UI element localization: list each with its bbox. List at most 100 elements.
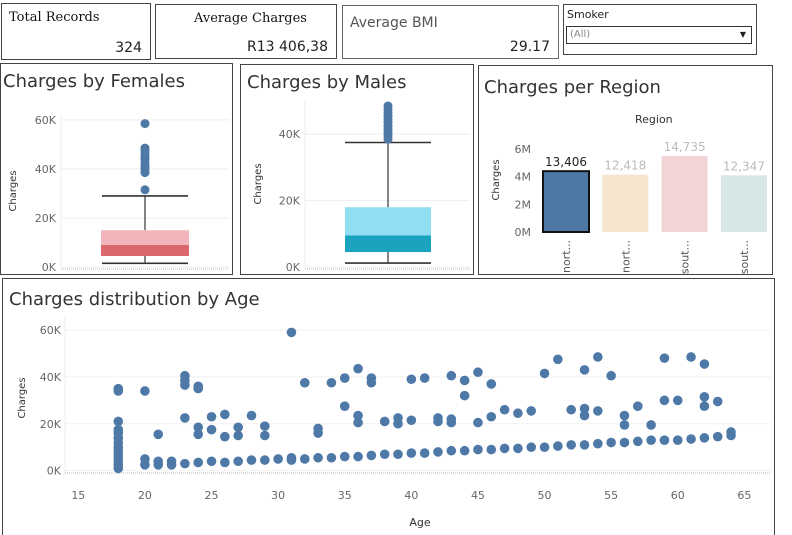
- scatter-point: [220, 409, 230, 420]
- x-tick-label: 50: [538, 489, 552, 502]
- y-tick-label: 0K: [42, 261, 57, 274]
- y-tick-label: 20K: [35, 212, 57, 225]
- scatter-point: [619, 410, 630, 421]
- scatter-point: [419, 373, 430, 383]
- scatter-point: [286, 327, 297, 338]
- scatter-point: [446, 414, 457, 424]
- scatter-point: [220, 431, 230, 442]
- scatter-point: [513, 443, 523, 454]
- y-tick-label: 4M: [515, 171, 532, 184]
- kpi-average-bmi-label: Average BMI: [350, 15, 438, 31]
- scatter-point: [593, 352, 603, 362]
- scatter-point: [180, 370, 190, 381]
- bar-data-label: 14,735: [664, 140, 706, 154]
- scatter-point: [446, 370, 457, 381]
- scatter-point: [553, 441, 563, 451]
- scatter-point: [606, 437, 616, 448]
- smoker-select-value: (All): [570, 29, 591, 40]
- scatter-point: [339, 451, 350, 462]
- outlier-point: [140, 143, 150, 153]
- scatter-point: [632, 401, 643, 412]
- scatter-point: [193, 429, 204, 440]
- kpi-total-records: Total Records 324: [1, 3, 151, 60]
- kpi-average-charges: Average Charges R13 406,38: [155, 4, 337, 59]
- scatter-point: [539, 442, 550, 453]
- outlier-point: [383, 101, 393, 111]
- x-tick-label: 65: [737, 489, 751, 502]
- females-box-plot[interactable]: 0K 20K 40K 60K Charges: [1, 64, 233, 275]
- scatter-point: [260, 455, 270, 465]
- scatter-point: [619, 420, 630, 430]
- x-tick-label: 30: [271, 489, 285, 502]
- males-chart-title: Charges by Males: [247, 72, 407, 93]
- scatter-point: [206, 424, 217, 435]
- males-box-plot[interactable]: 0K 20K 40K Charges: [241, 65, 474, 275]
- scatter-point: [459, 390, 470, 401]
- scatter-point: [459, 375, 470, 386]
- kpi-average-bmi-value: 29.17: [509, 39, 550, 55]
- scatter-point: [632, 436, 643, 447]
- y-tick-label: 6M: [515, 143, 532, 156]
- box-lower-quartile: [101, 244, 189, 256]
- y-tick-label: 40K: [279, 128, 301, 141]
- females-chart-title: Charges by Females: [3, 71, 185, 92]
- scatter-point: [593, 438, 603, 449]
- scatter-point: [339, 401, 350, 412]
- y-axis-label: Charges: [253, 163, 264, 204]
- scatter-point: [486, 444, 497, 455]
- scatter-point: [273, 454, 283, 464]
- scatter-point: [193, 422, 204, 433]
- x-tick-label: nort...: [619, 240, 632, 273]
- region-bar-chart[interactable]: 0M 2M 4M 6M Charges 13,406 nort... 12,418 nort..…: [479, 66, 773, 275]
- scatter-point: [433, 447, 443, 457]
- scatter-point: [220, 457, 230, 468]
- region-bar: [542, 170, 590, 233]
- scatter-point: [366, 450, 377, 461]
- smoker-select[interactable]: (All) ▼: [566, 26, 752, 44]
- scatter-point: [686, 434, 696, 444]
- scatter-point: [539, 368, 550, 379]
- bar-data-label: 12,347: [723, 159, 765, 173]
- scatter-point: [566, 440, 576, 450]
- scatter-point: [646, 420, 656, 430]
- scatter-point: [486, 411, 497, 422]
- scatter-point: [193, 381, 204, 392]
- scatter-point: [379, 449, 390, 460]
- scatter-point: [113, 416, 124, 427]
- scatter-point: [140, 386, 150, 396]
- scatter-point: [140, 454, 150, 464]
- region-bar: [720, 175, 767, 232]
- scatter-point: [406, 374, 417, 385]
- scatter-point: [233, 456, 243, 467]
- x-tick-label: sout...: [738, 240, 751, 274]
- scatter-point: [712, 396, 723, 407]
- x-tick-label: nort...: [560, 240, 573, 273]
- scatter-point: [473, 417, 483, 428]
- scatter-point: [233, 430, 243, 441]
- scatter-point: [206, 411, 217, 422]
- scatter-point: [393, 449, 403, 460]
- scatter-point: [672, 395, 683, 406]
- scatter-point: [166, 456, 177, 467]
- scatter-point: [499, 404, 510, 415]
- scatter-point: [353, 410, 363, 421]
- scatter-point: [313, 423, 323, 434]
- kpi-average-bmi: Average BMI 29.17: [342, 5, 559, 59]
- bar-data-label: 13,406: [545, 155, 587, 169]
- scatter-point: [579, 403, 590, 414]
- x-tick-label: 20: [138, 489, 152, 502]
- scatter-point: [286, 452, 297, 463]
- region-legend-title: Region: [635, 113, 673, 126]
- scatter-point: [659, 435, 670, 445]
- scatter-point: [299, 454, 310, 464]
- y-tick-label: 20K: [40, 418, 62, 431]
- scatter-point: [699, 433, 710, 443]
- box-upper-quartile: [345, 207, 431, 236]
- scatter-point: [299, 377, 310, 388]
- scatter-point: [566, 404, 576, 415]
- scatter-point: [593, 406, 603, 416]
- scatter-point: [659, 395, 670, 406]
- outlier-point: [140, 119, 150, 129]
- scatter-point: [113, 424, 124, 435]
